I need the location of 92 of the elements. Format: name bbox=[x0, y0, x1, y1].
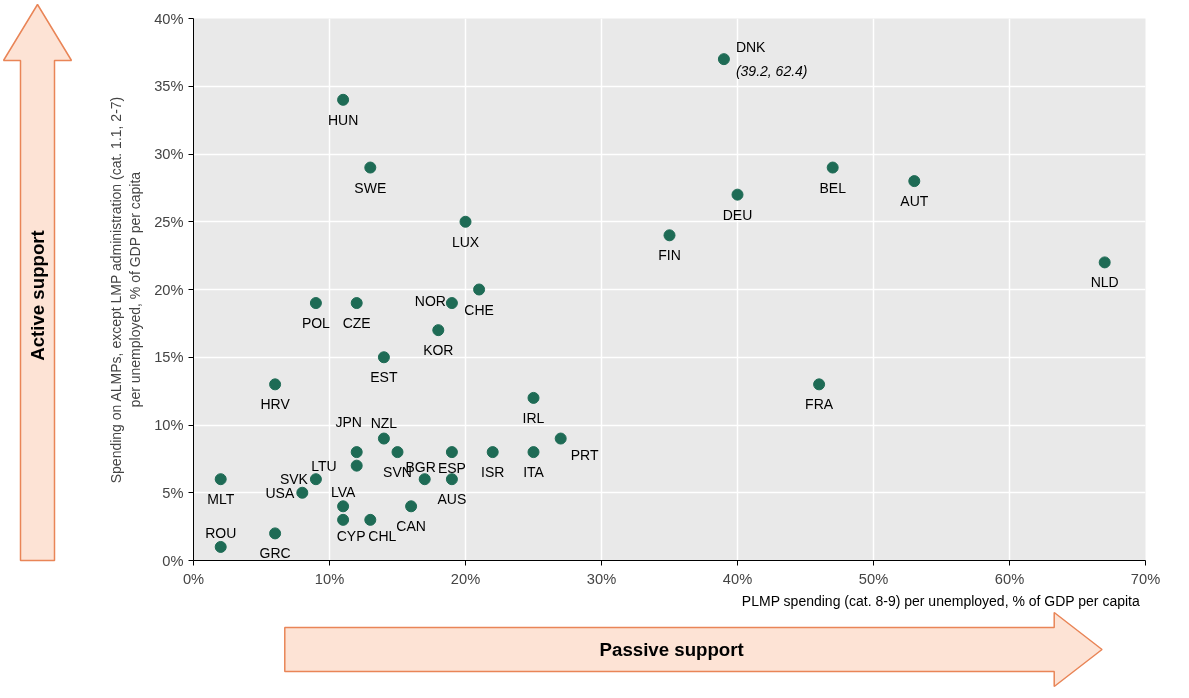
point bbox=[663, 229, 676, 242]
point bbox=[405, 500, 418, 513]
y-tick-label: 30% bbox=[154, 146, 184, 162]
point bbox=[445, 446, 458, 459]
point bbox=[269, 527, 282, 540]
annotation: AUT bbox=[900, 193, 929, 210]
point bbox=[445, 297, 458, 310]
annotation: BEL bbox=[819, 179, 847, 196]
annotation: MLT bbox=[207, 491, 235, 508]
y-tick-label: 40% bbox=[154, 10, 184, 27]
point bbox=[473, 283, 486, 296]
point bbox=[731, 188, 744, 201]
annotation: CAN bbox=[396, 518, 426, 535]
annotation: PRT bbox=[570, 446, 599, 463]
annotation: ITA bbox=[523, 464, 545, 481]
annotation: ISR bbox=[481, 464, 505, 481]
annotation: LUX bbox=[451, 233, 480, 250]
y-tick-label: 10% bbox=[154, 417, 184, 433]
point bbox=[486, 446, 499, 459]
annotation: FRA bbox=[805, 396, 834, 413]
point bbox=[445, 473, 458, 486]
x-tick-label: 40% bbox=[722, 570, 753, 587]
point bbox=[527, 391, 540, 404]
annotation: CHL bbox=[368, 527, 397, 544]
point bbox=[459, 215, 472, 228]
annotation: AUS bbox=[437, 491, 467, 508]
annotation: LVA bbox=[330, 484, 356, 501]
point bbox=[813, 378, 826, 391]
annotation: IRL bbox=[522, 409, 545, 426]
x-tick-label: 60% bbox=[994, 570, 1025, 587]
point bbox=[377, 432, 390, 445]
point bbox=[364, 513, 377, 526]
annotation: NLD bbox=[1090, 274, 1119, 291]
point bbox=[296, 486, 309, 499]
annotation: GRC bbox=[259, 545, 291, 562]
annotation: CHE bbox=[464, 301, 494, 318]
point bbox=[364, 161, 377, 174]
point bbox=[527, 446, 540, 459]
x-tick-label: 30% bbox=[586, 570, 617, 587]
annotation: SWE bbox=[354, 179, 387, 196]
point bbox=[214, 473, 227, 486]
y-tick-label: 5% bbox=[162, 484, 184, 501]
point bbox=[418, 473, 431, 486]
point bbox=[337, 93, 350, 106]
point bbox=[826, 161, 839, 174]
point bbox=[337, 513, 350, 526]
y-tick-label: 20% bbox=[154, 281, 184, 298]
annotation: FIN bbox=[658, 247, 681, 264]
x-tick-label: 20% bbox=[450, 570, 481, 587]
point bbox=[554, 432, 567, 445]
annotation: HRV bbox=[260, 396, 291, 413]
annotation: ESP bbox=[437, 460, 466, 477]
point bbox=[391, 446, 404, 459]
annotation: ROU bbox=[205, 524, 237, 541]
x-tick-label: 10% bbox=[314, 570, 345, 587]
point bbox=[377, 351, 390, 364]
point bbox=[337, 500, 350, 513]
x-tick-label: 70% bbox=[1130, 570, 1161, 587]
text: Active support bbox=[27, 230, 48, 361]
annotation: JPN bbox=[335, 414, 362, 431]
annotation: NOR bbox=[414, 293, 446, 310]
annotation: HUN bbox=[327, 111, 359, 128]
point bbox=[1098, 256, 1111, 269]
x-tick-label: 50% bbox=[858, 570, 889, 587]
annotation: DNK bbox=[735, 39, 767, 56]
point bbox=[269, 378, 282, 391]
point bbox=[309, 297, 322, 310]
x-tick-label: 0% bbox=[182, 570, 205, 587]
point bbox=[717, 53, 730, 66]
point bbox=[350, 446, 363, 459]
annotation: CZE bbox=[342, 315, 371, 332]
point bbox=[908, 175, 921, 188]
annotation: KOR bbox=[423, 342, 454, 359]
point bbox=[214, 540, 227, 553]
annotation: CYP bbox=[336, 527, 366, 544]
point bbox=[432, 324, 445, 337]
y-tick-label: 25% bbox=[154, 213, 184, 230]
y-tick-label: 15% bbox=[154, 349, 184, 366]
x-axis-title: PLMP spending (cat. 8-9) per unemployed, % of GDP per capita bbox=[741, 592, 1140, 609]
y-tick-label: 0% bbox=[162, 552, 184, 569]
annotation: DEU bbox=[722, 206, 753, 223]
point bbox=[350, 459, 363, 472]
point bbox=[309, 473, 322, 486]
annotation: EST bbox=[370, 369, 398, 386]
text: Passive support bbox=[599, 639, 744, 660]
y-tick-label: 35% bbox=[154, 78, 184, 95]
point bbox=[350, 297, 363, 310]
annotation: NZL bbox=[370, 414, 398, 431]
annotation: (39.2, 62.4) bbox=[735, 63, 808, 80]
y-axis-title: Spending on ALMPs, except LMP administration (cat. 1.1, 2-7) per unemployed, % of GDP per capita bbox=[107, 96, 144, 484]
annotation: LTU bbox=[311, 457, 337, 474]
annotation: POL bbox=[301, 315, 331, 332]
